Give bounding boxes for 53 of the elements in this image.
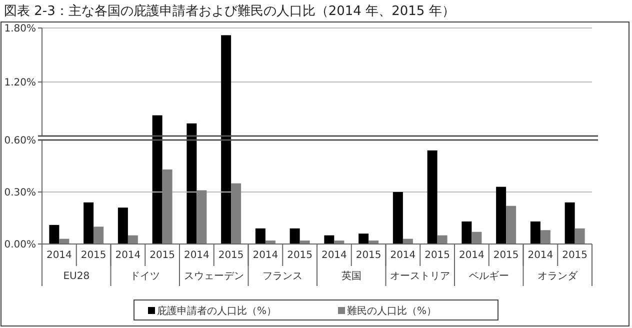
bar <box>231 183 242 244</box>
bar <box>506 206 516 244</box>
text: フランス <box>262 271 303 282</box>
y-tick-label: 0.60% <box>4 136 36 146</box>
bar <box>437 235 448 244</box>
text: オーストリア <box>390 271 450 282</box>
x-tick-label: 2015 <box>218 250 244 261</box>
x-tick-label: 2015 <box>80 250 106 261</box>
x-tick-label: 2014 <box>184 250 210 261</box>
x-tick-label: 2015 <box>562 250 588 261</box>
y-tick-label: 1.80% <box>4 24 36 34</box>
bar <box>128 235 138 244</box>
bar <box>564 202 575 244</box>
x-tick-label: 2014 <box>458 250 484 261</box>
bar <box>358 234 369 244</box>
x-tick-label: 2015 <box>356 250 382 261</box>
x-tick-label: 2014 <box>528 250 554 261</box>
text: オランダ <box>538 270 579 282</box>
bar <box>472 232 482 244</box>
x-tick-label: 2015 <box>287 250 313 261</box>
bar <box>574 228 585 244</box>
bar <box>255 228 266 244</box>
bar <box>118 208 128 244</box>
x-tick-label: 2015 <box>424 250 450 261</box>
bar <box>496 186 506 244</box>
bar <box>427 150 438 244</box>
x-tick-label: 2015 <box>150 250 176 261</box>
bar <box>530 221 540 244</box>
text: 英国 <box>341 270 362 282</box>
chart-title: 図表 2-3：主な各国の庇護申請者および難民の人口比（2014 年、2015 年） <box>4 3 455 19</box>
bar <box>49 224 60 244</box>
text: スウェーデン <box>184 271 244 282</box>
bar <box>84 202 94 244</box>
bar <box>462 221 472 244</box>
x-tick-label: 2014 <box>46 250 72 261</box>
bar <box>290 228 300 244</box>
x-tick-label: 2015 <box>493 250 519 261</box>
text: EU28 <box>63 271 90 282</box>
y-tick-label: 1.20% <box>4 78 36 88</box>
x-tick-label: 2014 <box>321 250 347 261</box>
y-tick-label: 0.00% <box>4 240 36 250</box>
bar <box>324 235 334 244</box>
y-tick-label: 0.30% <box>4 188 36 198</box>
bar <box>392 192 403 244</box>
x-tick-label: 2014 <box>390 250 416 261</box>
legend-label: 難民の人口比（%） <box>347 305 437 317</box>
x-tick-label: 2014 <box>252 250 278 261</box>
text: ドイツ <box>130 271 160 282</box>
bar <box>540 230 550 244</box>
legend-label: 庇護申請者の人口比（%） <box>157 305 277 317</box>
bar <box>94 226 104 244</box>
text: ベルギー <box>468 270 509 282</box>
x-tick-label: 2014 <box>115 250 141 261</box>
